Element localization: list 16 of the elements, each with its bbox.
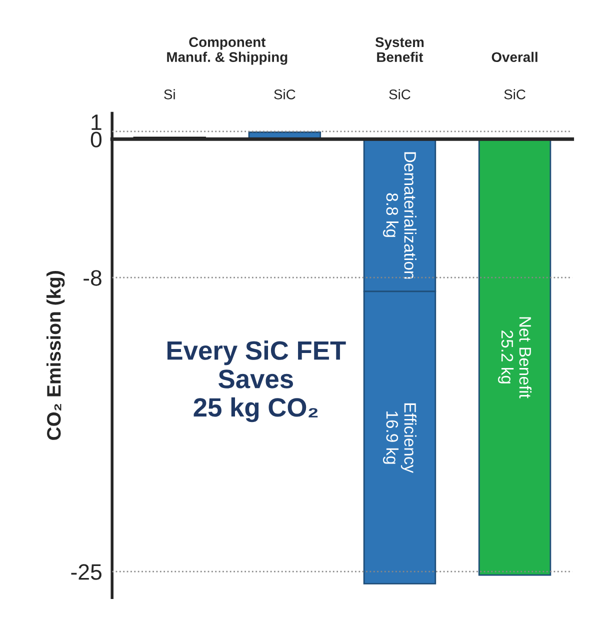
y-tick-label: -25 [71, 564, 102, 580]
x-tick-label: Si [164, 89, 175, 100]
y-tick-label: -8 [84, 270, 102, 286]
text: Overall [492, 52, 538, 62]
data-label: Net Benefit 25.2 kg [498, 317, 532, 398]
data-label: Dematerialization 8.8 kg [382, 152, 416, 279]
annotation: Every SiC FET Saves 25 kg CO₂ [167, 340, 346, 422]
x-tick-label: SiC [274, 89, 296, 100]
y-axis-title: CO₂ Emission (kg) [46, 271, 65, 440]
y-tick-label: 0 [90, 132, 102, 148]
text: Component Manuf. & Shipping [167, 37, 288, 65]
x-tick-label: SiC [504, 89, 526, 100]
text: System Benefit [375, 37, 424, 62]
x-tick-label: SiC [389, 89, 410, 100]
y-tick-label: 1 [92, 114, 102, 130]
data-label: Efficiency 16.9 kg [382, 403, 416, 474]
